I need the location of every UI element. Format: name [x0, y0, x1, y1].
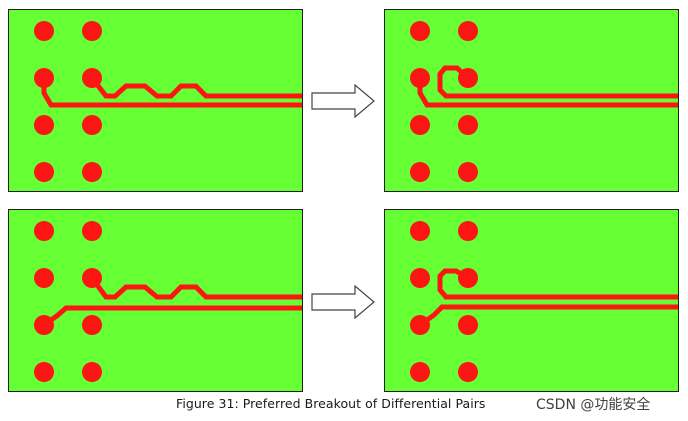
trace-negative	[417, 75, 678, 108]
pcb-layout-before-top	[9, 10, 302, 191]
pcb-layout-before-bottom	[9, 210, 302, 391]
via-pad	[458, 315, 478, 335]
panel-after-top	[384, 9, 679, 192]
pcb-layout-after-bottom	[385, 210, 678, 391]
via-pad	[82, 362, 102, 382]
trace-positive	[437, 65, 678, 99]
trace-positive	[89, 75, 302, 99]
via-pad	[82, 162, 102, 182]
via-pad	[82, 115, 102, 135]
via-pad	[458, 115, 478, 135]
arrow-bottom	[311, 285, 375, 319]
pcb-layout-after-top	[385, 10, 678, 191]
via-pad	[410, 21, 430, 41]
via-pad	[410, 162, 430, 182]
figure-caption: Figure 31: Preferred Breakout of Differe…	[176, 396, 486, 411]
via-pad	[410, 221, 430, 241]
via-pad	[34, 21, 54, 41]
trace-positive	[437, 268, 678, 300]
trace-negative	[41, 75, 302, 108]
via-pad	[458, 21, 478, 41]
trace-negative	[417, 304, 678, 328]
trace-positive	[89, 275, 302, 300]
via-pad	[82, 21, 102, 41]
via-pad	[458, 221, 478, 241]
via-pad	[34, 221, 54, 241]
panel-before-top	[8, 9, 303, 192]
via-pad	[458, 162, 478, 182]
via-pad	[458, 362, 478, 382]
via-pad	[34, 362, 54, 382]
arrow-top	[311, 84, 375, 118]
watermark: CSDN @功能安全	[536, 397, 651, 413]
via-pad	[82, 315, 102, 335]
panel-before-bottom	[8, 209, 303, 392]
via-pad	[34, 268, 54, 288]
via-pad	[34, 115, 54, 135]
via-pad	[82, 221, 102, 241]
panel-after-bottom	[384, 209, 679, 392]
via-pad	[410, 115, 430, 135]
via-pad	[410, 362, 430, 382]
trace-negative	[41, 305, 302, 328]
via-pad	[34, 162, 54, 182]
via-pad	[410, 268, 430, 288]
